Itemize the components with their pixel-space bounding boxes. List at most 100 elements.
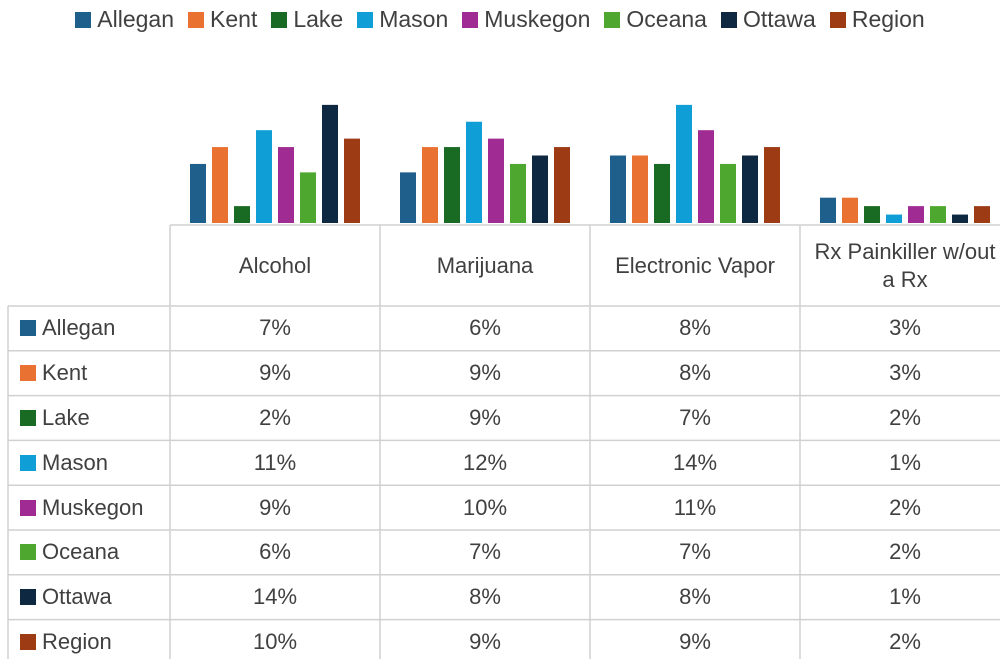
bar	[698, 130, 714, 223]
bar	[278, 147, 294, 223]
legend-key	[20, 589, 36, 606]
table-cell: 14%	[672, 449, 718, 475]
bar	[510, 163, 526, 223]
row-label: Region	[42, 628, 112, 654]
row-header: Ottawa	[8, 575, 170, 620]
bar	[676, 104, 692, 223]
legend-key	[188, 11, 205, 28]
bar	[256, 130, 272, 223]
bar	[554, 147, 570, 223]
legend-item: Muskegon	[462, 6, 590, 33]
bar	[322, 104, 338, 223]
bar	[952, 214, 968, 223]
table-cell: 7%	[259, 315, 291, 341]
legend-key	[20, 320, 36, 337]
legend-item: Kent	[188, 6, 257, 33]
table-cell: 8%	[679, 360, 711, 386]
legend-label: Mason	[379, 6, 449, 32]
column-header: Alcohol	[238, 252, 312, 278]
bar	[400, 172, 416, 223]
column-header: Electronic Vapor	[615, 252, 775, 278]
table-cell: 8%	[679, 315, 711, 341]
table-cell: 9%	[469, 404, 501, 430]
bar	[300, 172, 316, 223]
table-cell: 6%	[259, 539, 291, 565]
table-cell: 2%	[259, 404, 291, 430]
row-label: Lake	[42, 404, 90, 430]
row-label: Muskegon	[42, 494, 144, 520]
bar	[764, 147, 780, 223]
bar	[654, 163, 670, 223]
table-cell: 9%	[679, 628, 711, 654]
row-header: Oceana	[8, 530, 170, 575]
table-cell: 2%	[889, 404, 921, 430]
bar	[908, 206, 924, 223]
bar	[212, 147, 228, 223]
row-header: Kent	[8, 351, 170, 396]
table-cell: 9%	[259, 494, 291, 520]
legend-key	[20, 365, 36, 382]
bar	[610, 155, 626, 223]
table-cell: 11%	[673, 494, 717, 520]
row-header: Region	[8, 620, 170, 664]
legend-key	[20, 499, 36, 516]
bar	[488, 138, 504, 223]
table-cell: 12%	[462, 449, 508, 475]
bar	[720, 163, 736, 223]
row-label: Mason	[42, 449, 109, 475]
legend-key	[271, 11, 288, 28]
table-cell: 7%	[469, 539, 501, 565]
table-cell: 3%	[889, 360, 921, 386]
legend: Allegan Kent Lake Mason Muskegon Oceana Ottawa…	[0, 6, 1000, 33]
bar	[422, 147, 438, 223]
column-header: Marijuana	[436, 252, 534, 278]
bar	[886, 214, 902, 223]
legend-key	[20, 409, 36, 426]
row-label: Oceana	[42, 539, 120, 565]
bar	[344, 138, 360, 223]
legend-item: Region	[829, 6, 925, 33]
legend-key	[20, 544, 36, 561]
legend-key	[462, 11, 479, 28]
legend-key	[357, 11, 374, 28]
table-cell: 7%	[679, 404, 711, 430]
bar	[820, 197, 836, 223]
legend-item: Allegan	[75, 6, 174, 33]
bar	[742, 155, 758, 223]
table-cell: 9%	[469, 360, 501, 386]
row-label: Allegan	[42, 315, 116, 341]
legend-label: Lake	[293, 6, 344, 32]
table-cell: 1%	[889, 584, 921, 610]
row-label: Kent	[42, 360, 88, 386]
row-label: Ottawa	[42, 584, 112, 610]
bar	[930, 206, 946, 223]
table-cell: 3%	[889, 315, 921, 341]
bar	[632, 155, 648, 223]
legend-label: Muskegon	[484, 6, 591, 32]
legend-key	[829, 11, 846, 28]
legend-label: Kent	[210, 6, 258, 32]
table-cell: 1%	[889, 449, 921, 475]
row-header: Mason	[8, 440, 170, 485]
table-cell: 2%	[889, 539, 921, 565]
legend-key	[604, 11, 621, 28]
table-cell: 8%	[469, 584, 501, 610]
bar	[190, 163, 206, 223]
legend-label: Region	[851, 6, 925, 32]
table-cell: 6%	[469, 315, 501, 341]
table-cell: 11%	[253, 449, 297, 475]
legend-item: Mason	[357, 6, 448, 33]
table-cell: 2%	[889, 628, 921, 654]
legend-key	[720, 11, 737, 28]
row-header: Lake	[8, 396, 170, 441]
bar	[466, 121, 482, 223]
table-cell: 10%	[252, 628, 298, 654]
legend-key	[20, 454, 36, 471]
bar	[864, 206, 880, 223]
legend-label: Ottawa	[742, 6, 816, 32]
legend-key	[75, 11, 92, 28]
bar	[974, 206, 990, 223]
bar	[234, 206, 250, 223]
bar	[842, 197, 858, 223]
